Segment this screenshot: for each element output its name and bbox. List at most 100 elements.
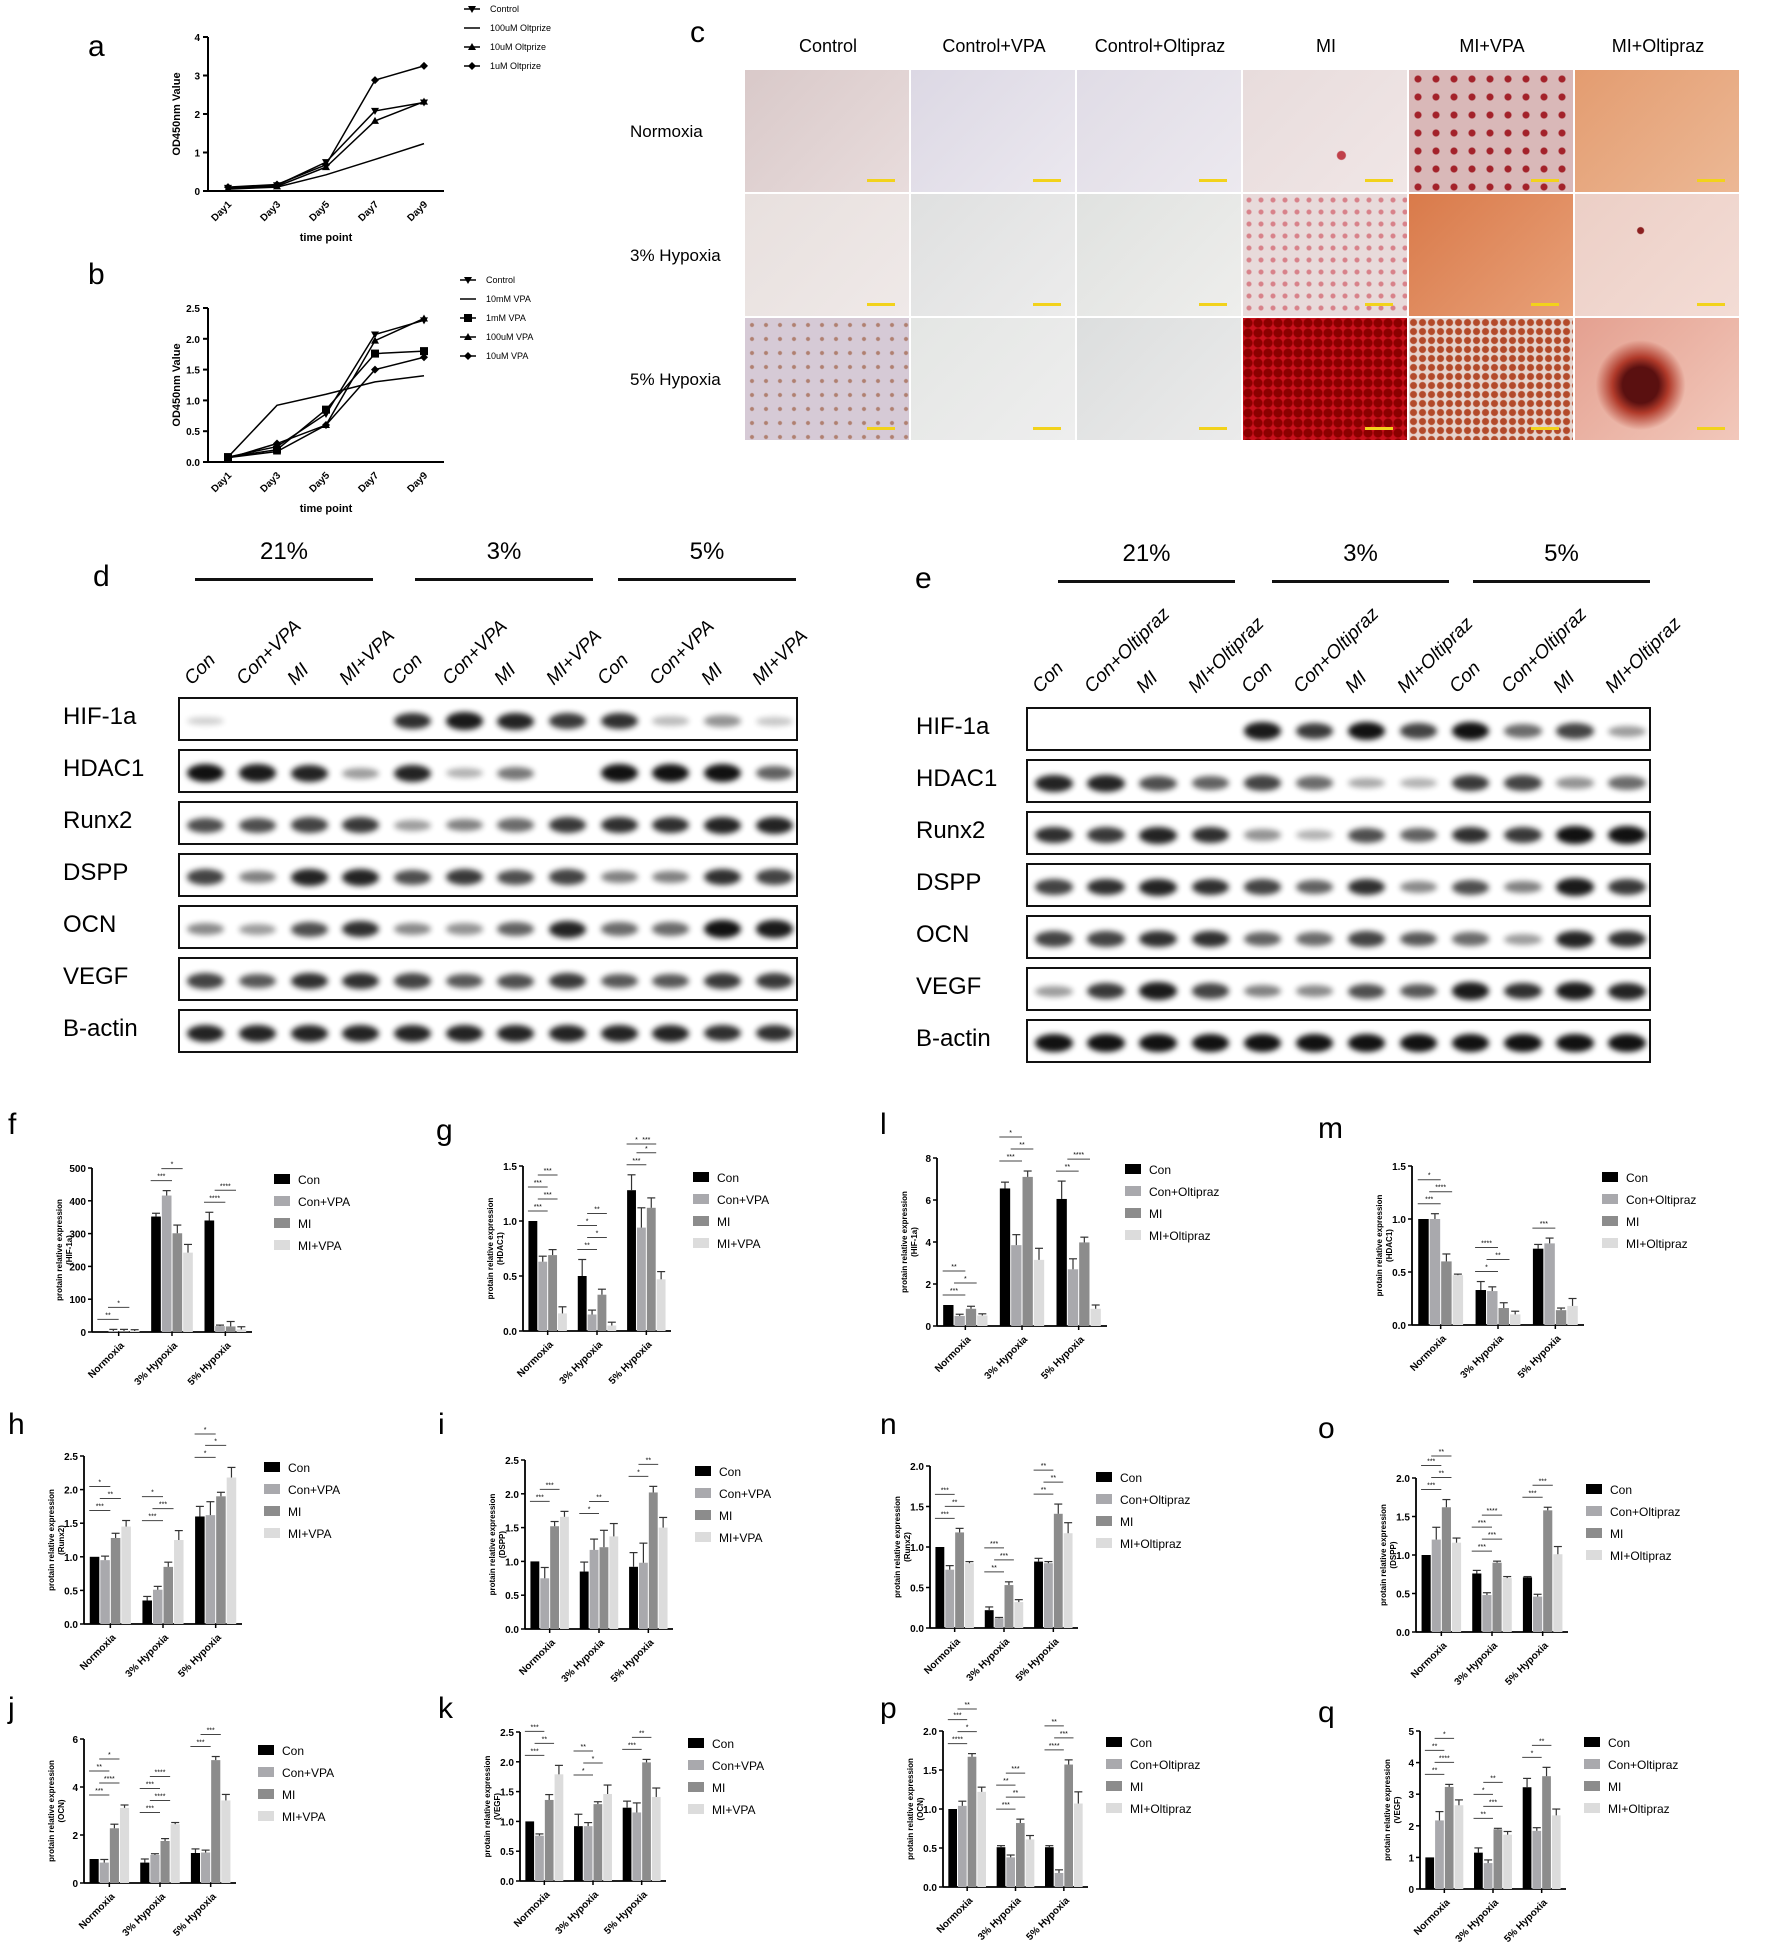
micrograph-row-header: 3% Hypoxia bbox=[630, 246, 721, 265]
svg-text:**: ** bbox=[108, 1492, 114, 1499]
protein-band bbox=[1139, 826, 1177, 844]
micrograph-column-header: MI bbox=[1316, 36, 1336, 56]
protein-label: HDAC1 bbox=[916, 765, 998, 792]
protein-band bbox=[1399, 828, 1438, 842]
svg-text:**: ** bbox=[952, 1499, 958, 1506]
svg-text:1uM Oltprize: 1uM Oltprize bbox=[490, 61, 541, 71]
bar bbox=[1444, 1786, 1454, 1889]
blot-strip bbox=[1026, 707, 1651, 751]
svg-text:*: * bbox=[151, 1490, 154, 1497]
svg-text:Normoxia: Normoxia bbox=[78, 1632, 119, 1673]
svg-text:Con: Con bbox=[298, 1173, 320, 1187]
svg-text:1.5: 1.5 bbox=[1396, 1513, 1410, 1524]
panel-label-n: n bbox=[880, 1408, 897, 1441]
protein-band bbox=[393, 869, 432, 885]
svg-text:1.0: 1.0 bbox=[1396, 1551, 1410, 1562]
svg-text:3% Hypoxia: 3% Hypoxia bbox=[1454, 1897, 1502, 1945]
protein-band bbox=[1347, 827, 1386, 843]
scale-bar bbox=[1199, 179, 1227, 182]
bar bbox=[1451, 1542, 1462, 1632]
protein-band bbox=[445, 768, 483, 778]
bar bbox=[955, 1532, 965, 1628]
svg-text:protain relative expression: protain relative expression bbox=[1375, 1194, 1384, 1296]
svg-text:5: 5 bbox=[1408, 1727, 1414, 1738]
protein-band bbox=[1608, 776, 1646, 790]
svg-text:2.5: 2.5 bbox=[64, 1452, 78, 1463]
protein-band bbox=[393, 712, 432, 730]
svg-text:5% Hypoxia: 5% Hypoxia bbox=[1503, 1640, 1551, 1688]
svg-text:MI: MI bbox=[1626, 1215, 1639, 1229]
protein-band bbox=[548, 713, 587, 729]
svg-text:MI+Oltipraz: MI+Oltipraz bbox=[1610, 1549, 1672, 1563]
svg-text:***: *** bbox=[148, 1514, 156, 1521]
svg-text:*: * bbox=[592, 1756, 595, 1763]
protein-band bbox=[1608, 826, 1646, 844]
protein-band bbox=[652, 716, 690, 726]
svg-text:Normoxia: Normoxia bbox=[86, 1340, 127, 1381]
protein-band bbox=[187, 716, 225, 726]
bar bbox=[1090, 1308, 1101, 1326]
svg-text:**: ** bbox=[1041, 1487, 1047, 1494]
svg-text:Con: Con bbox=[1130, 1736, 1152, 1750]
svg-text:(HIF-1a): (HIF-1a) bbox=[65, 1235, 74, 1265]
micrograph-image bbox=[1077, 318, 1241, 440]
bar bbox=[1054, 1872, 1064, 1887]
scale-bar bbox=[1531, 179, 1559, 182]
bar bbox=[994, 1618, 1004, 1628]
protein-band bbox=[342, 868, 380, 886]
bar bbox=[1542, 1776, 1551, 1889]
svg-text:MI+Oltipraz: MI+Oltipraz bbox=[1608, 1802, 1670, 1816]
svg-text:***: *** bbox=[953, 1713, 961, 1720]
bar bbox=[190, 1853, 201, 1883]
bar bbox=[977, 1315, 988, 1326]
svg-text:2.0: 2.0 bbox=[64, 1486, 78, 1497]
protein-band bbox=[548, 973, 587, 989]
bar bbox=[1487, 1291, 1498, 1325]
svg-text:Con: Con bbox=[717, 1171, 739, 1185]
svg-text:1.5: 1.5 bbox=[923, 1766, 937, 1777]
svg-text:protain relative expression: protain relative expression bbox=[483, 1755, 492, 1857]
protein-band bbox=[1556, 723, 1594, 739]
svg-text:***: *** bbox=[642, 1137, 650, 1144]
svg-text:***: *** bbox=[536, 1494, 544, 1501]
svg-text:MI+VPA: MI+VPA bbox=[282, 1810, 325, 1824]
protein-band bbox=[1556, 982, 1594, 1000]
svg-text:0.5: 0.5 bbox=[1396, 1590, 1410, 1601]
group-line bbox=[415, 578, 593, 581]
protein-band bbox=[393, 1024, 432, 1042]
svg-text:MI+VPA: MI+VPA bbox=[717, 1237, 760, 1251]
svg-text:3: 3 bbox=[194, 72, 200, 83]
svg-text:*: * bbox=[1009, 1130, 1012, 1137]
svg-text:***: *** bbox=[950, 1288, 958, 1295]
svg-text:***: *** bbox=[546, 1482, 554, 1489]
svg-text:*: * bbox=[596, 1231, 599, 1238]
scale-bar bbox=[1697, 427, 1725, 430]
svg-text:***: *** bbox=[1427, 1483, 1435, 1490]
micrograph-image bbox=[1243, 318, 1407, 440]
svg-text:Normoxia: Normoxia bbox=[512, 1889, 553, 1930]
protein-band bbox=[1347, 983, 1386, 999]
svg-text:5% Hypoxia: 5% Hypoxia bbox=[1014, 1636, 1062, 1684]
svg-text:***: *** bbox=[207, 1728, 215, 1735]
svg-text:protain relative expression: protain relative expression bbox=[906, 1758, 915, 1860]
svg-text:6: 6 bbox=[72, 1735, 78, 1746]
svg-text:MI+Oltipraz: MI+Oltipraz bbox=[1149, 1229, 1211, 1243]
svg-text:3% Hypoxia: 3% Hypoxia bbox=[983, 1334, 1031, 1382]
svg-text:0.5: 0.5 bbox=[505, 1591, 519, 1602]
scale-bar bbox=[1531, 427, 1559, 430]
svg-text:2: 2 bbox=[925, 1280, 931, 1291]
group-label: 5% bbox=[1544, 540, 1579, 567]
protein-label: Runx2 bbox=[916, 817, 986, 844]
bar bbox=[593, 1804, 603, 1881]
protein-band bbox=[703, 868, 742, 886]
svg-text:(Runx2): (Runx2) bbox=[903, 1532, 912, 1562]
protein-band bbox=[755, 816, 793, 834]
bar bbox=[1555, 1310, 1567, 1325]
protein-label: B-actin bbox=[63, 1015, 138, 1042]
protein-band bbox=[1087, 931, 1125, 947]
svg-text:Con: Con bbox=[282, 1744, 304, 1758]
bar bbox=[89, 1859, 99, 1883]
